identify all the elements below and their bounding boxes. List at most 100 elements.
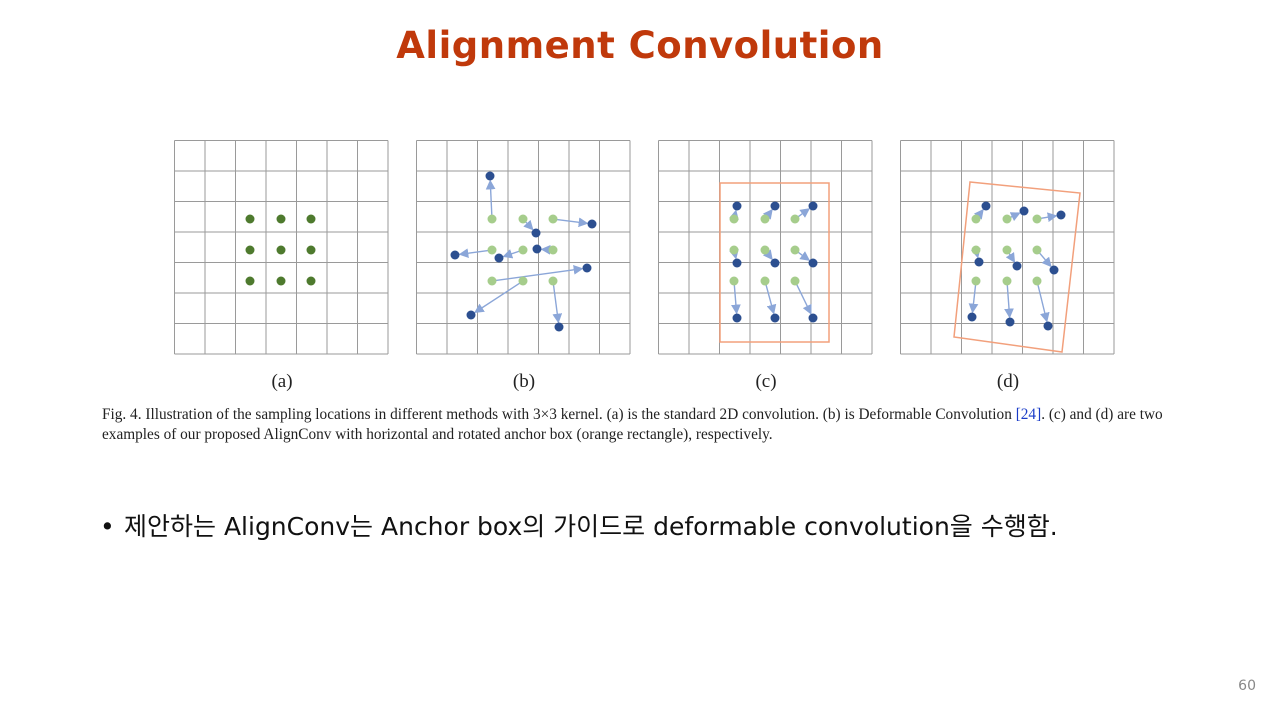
offset-sampling-point <box>770 201 780 211</box>
offset-sampling-point <box>974 257 984 267</box>
offset-arrow <box>765 284 777 315</box>
bullet-icon: • <box>100 512 115 541</box>
standard-sampling-point <box>306 276 316 286</box>
standard-sampling-point <box>276 214 286 224</box>
offset-arrow <box>970 247 981 259</box>
offset-sampling-point <box>485 171 495 181</box>
panel-c-label: (c) <box>755 371 777 392</box>
original-sampling-point <box>1032 276 1042 286</box>
offset-arrow <box>1037 284 1050 323</box>
standard-sampling-point <box>276 245 286 255</box>
sampling-locations-figure: (a) (b) (c) (d) <box>100 140 1200 400</box>
offset-sampling-point <box>531 228 541 238</box>
original-sampling-point <box>1002 214 1012 224</box>
offset-sampling-point <box>1049 265 1059 275</box>
standard-sampling-point <box>306 245 316 255</box>
original-sampling-point <box>760 276 770 286</box>
offset-arrow <box>1004 284 1014 319</box>
original-sampling-point <box>790 276 800 286</box>
original-sampling-point <box>518 276 528 286</box>
panel-b <box>416 140 632 360</box>
original-sampling-point <box>548 214 558 224</box>
offset-sampling-point <box>1019 206 1029 216</box>
original-sampling-point <box>1002 276 1012 286</box>
standard-sampling-point <box>276 276 286 286</box>
original-sampling-point <box>971 214 981 224</box>
original-sampling-point <box>487 276 497 286</box>
offset-sampling-point <box>494 253 504 263</box>
rotated-anchor-box <box>953 181 1081 353</box>
offset-sampling-point <box>1012 261 1022 271</box>
offset-sampling-point <box>967 312 977 322</box>
offset-arrow <box>474 282 521 314</box>
offset-sampling-point <box>587 219 597 229</box>
offset-sampling-point <box>1056 210 1066 220</box>
offset-sampling-point <box>808 313 818 323</box>
panel-d-diagram <box>900 140 1115 355</box>
offset-sampling-point <box>1043 321 1053 331</box>
offset-sampling-point <box>981 201 991 211</box>
offset-arrow <box>556 217 589 228</box>
panel-a-label: (a) <box>271 371 293 392</box>
offset-arrow <box>523 219 534 231</box>
original-sampling-point <box>518 245 528 255</box>
offset-arrow <box>458 248 489 259</box>
offset-arrow <box>973 208 984 220</box>
panel-b-diagram <box>416 140 631 355</box>
offset-sampling-point <box>732 201 742 211</box>
original-sampling-point <box>518 214 528 224</box>
original-sampling-point <box>971 245 981 255</box>
original-sampling-point <box>729 276 739 286</box>
offset-sampling-point <box>732 258 742 268</box>
offset-arrow <box>495 264 584 282</box>
bullet-point: • 제안하는 AlignConv는 Anchor box의 가이드로 deform… <box>100 507 1260 543</box>
offset-sampling-point <box>808 201 818 211</box>
original-sampling-point <box>760 214 770 224</box>
offset-sampling-point <box>732 313 742 323</box>
offset-arrow <box>729 248 739 260</box>
slide-title: Alignment Convolution <box>396 24 884 67</box>
original-sampling-point <box>729 214 739 224</box>
caption-text-start: Fig. 4. Illustration of the sampling loc… <box>102 406 1016 423</box>
caption-text-end: . (c) and (d) are two examples of our pr… <box>102 406 1163 443</box>
offset-sampling-point <box>450 250 460 260</box>
offset-sampling-point <box>582 263 592 273</box>
offset-arrow <box>762 208 773 220</box>
offset-arrow <box>1005 252 1016 263</box>
offset-arrow <box>797 208 811 218</box>
standard-sampling-point <box>245 245 255 255</box>
standard-sampling-point <box>306 214 316 224</box>
original-sampling-point <box>548 276 558 286</box>
original-sampling-point <box>487 214 497 224</box>
original-sampling-point <box>1032 214 1042 224</box>
offset-arrow <box>552 284 563 324</box>
offset-arrow <box>729 209 739 221</box>
panel-d <box>900 140 1116 360</box>
figure-caption: Fig. 4. Illustration of the sampling loc… <box>102 405 1202 445</box>
offset-sampling-point <box>532 244 542 254</box>
offset-arrow <box>762 249 773 261</box>
standard-sampling-point <box>245 214 255 224</box>
offset-sampling-point <box>1005 317 1015 327</box>
offset-arrow <box>797 251 811 261</box>
offset-arrow <box>502 249 520 259</box>
original-sampling-point <box>971 276 981 286</box>
page-number: 60 <box>1238 678 1256 694</box>
offset-arrow <box>731 284 741 315</box>
panel-c <box>658 140 874 360</box>
panel-d-label: (d) <box>996 371 1020 392</box>
original-sampling-point <box>790 245 800 255</box>
offset-arrow <box>796 284 812 315</box>
caption-reference-link[interactable]: [24] <box>1015 406 1042 423</box>
offset-sampling-point <box>466 310 476 320</box>
bullet-text: 제안하는 AlignConv는 Anchor box의 가이드로 deforma… <box>124 512 1058 541</box>
original-sampling-point <box>729 245 739 255</box>
panel-a <box>174 140 390 360</box>
offset-sampling-point <box>554 322 564 332</box>
offset-arrow <box>1009 212 1021 222</box>
panel-b-label: (b) <box>512 371 536 392</box>
offset-arrow <box>1040 212 1058 223</box>
offset-arrow <box>1039 252 1052 268</box>
offset-sampling-point <box>808 258 818 268</box>
horizontal-anchor-box <box>719 182 830 343</box>
